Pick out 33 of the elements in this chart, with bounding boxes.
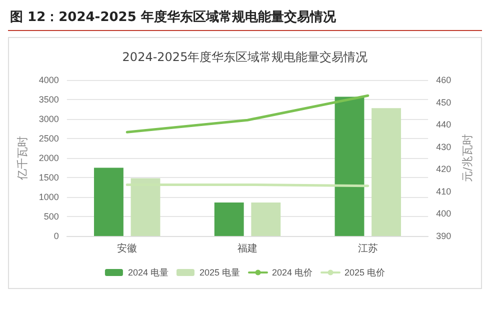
x-tick-label: 安徽 <box>117 242 138 254</box>
chart-title: 图 12：2024-2025 年度华东区域常规电能量交易情况 <box>8 8 482 31</box>
x-tick-label: 福建 <box>238 242 258 254</box>
y2-tick-label: 450 <box>436 97 452 108</box>
bar <box>334 96 364 236</box>
y-tick-label: 1500 <box>38 172 59 182</box>
chart-subtitle: 2024-2025年度华东区域常规电能量交易情况 <box>122 50 368 64</box>
y2-tick-label: 410 <box>436 186 452 196</box>
y2-tick-label: 420 <box>436 164 452 174</box>
y-tick-label: 0 <box>54 231 59 241</box>
y2-tick-label: 400 <box>436 208 452 219</box>
legend-label: 2025 电量 <box>199 268 240 278</box>
legend-label: 2025 电价 <box>344 268 386 278</box>
y2-tick-label: 390 <box>436 231 452 241</box>
x-tick-label: 江苏 <box>358 242 378 254</box>
bar <box>214 202 244 236</box>
legend-label: 2024 电价 <box>272 268 313 278</box>
bar <box>372 108 401 236</box>
y-tick-label: 3000 <box>38 114 59 124</box>
y2-tick-label: 430 <box>436 142 452 152</box>
y-tick-label: 1000 <box>38 192 59 202</box>
y2-tick-label: 460 <box>436 75 452 85</box>
y-tick-label: 500 <box>44 212 59 222</box>
y-tick-label: 2000 <box>38 153 59 163</box>
y2-axis-title: 元/兆瓦时 <box>461 134 474 182</box>
bar <box>251 202 281 236</box>
y-axis-title: 亿千瓦时 <box>16 136 29 181</box>
y2-tick-label: 440 <box>436 120 452 130</box>
y-tick-label: 3500 <box>38 94 59 104</box>
bar <box>94 168 124 236</box>
y-tick-label: 4000 <box>38 75 59 85</box>
legend-label: 2024 电量 <box>128 268 168 278</box>
y-tick-label: 2500 <box>38 134 59 144</box>
